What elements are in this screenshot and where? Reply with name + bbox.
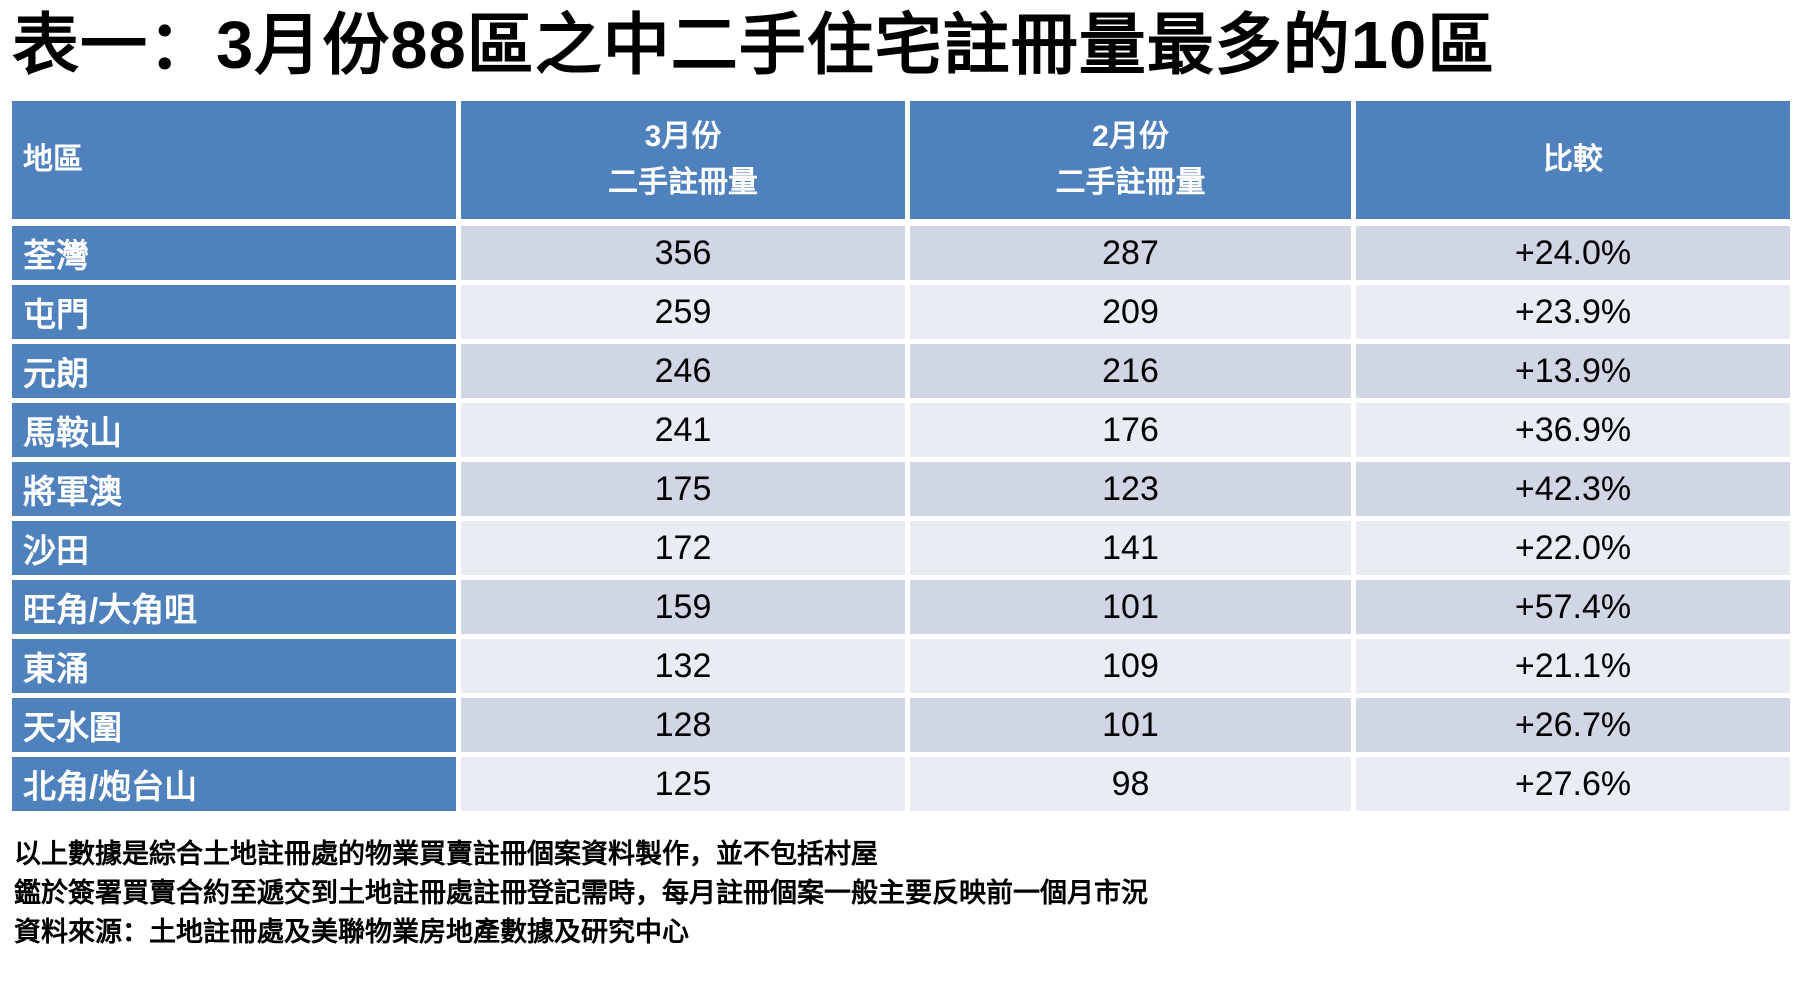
march-value-cell: 241 [461, 403, 905, 457]
march-value-cell: 175 [461, 462, 905, 516]
change-cell: +23.9% [1356, 285, 1790, 339]
district-cell: 沙田 [12, 521, 456, 575]
page-title: 表一：3月份88區之中二手住宅註冊量最多的10區 [12, 8, 1496, 83]
table-row: 荃灣 356 287 +24.0% [12, 226, 1790, 280]
february-value-cell: 209 [910, 285, 1351, 339]
table-header-row: 地區 3月份 二手註冊量 2月份 二手註冊量 比較 [12, 101, 1790, 219]
change-cell: +22.0% [1356, 521, 1790, 575]
march-value-cell: 128 [461, 698, 905, 752]
february-value-cell: 101 [910, 698, 1351, 752]
change-cell: +26.7% [1356, 698, 1790, 752]
column-header-district: 地區 [12, 101, 456, 219]
district-cell: 旺角/大角咀 [12, 580, 456, 634]
march-value-cell: 172 [461, 521, 905, 575]
february-value-cell: 98 [910, 757, 1351, 811]
table-row: 天水圍 128 101 +26.7% [12, 698, 1790, 752]
change-cell: +24.0% [1356, 226, 1790, 280]
table-row: 元朗 246 216 +13.9% [12, 344, 1790, 398]
column-header-compare: 比較 [1356, 101, 1790, 219]
change-cell: +42.3% [1356, 462, 1790, 516]
february-value-cell: 141 [910, 521, 1351, 575]
march-value-cell: 159 [461, 580, 905, 634]
page: 表一：3月份88區之中二手住宅註冊量最多的10區 地區 3月份 二手註冊量 2月… [12, 8, 1790, 952]
column-header-march-line2: 二手註冊量 [608, 166, 758, 199]
change-cell: +13.9% [1356, 344, 1790, 398]
district-cell: 將軍澳 [12, 462, 456, 516]
district-cell: 天水圍 [12, 698, 456, 752]
change-cell: +21.1% [1356, 639, 1790, 693]
change-cell: +57.4% [1356, 580, 1790, 634]
column-header-compare-label: 比較 [1543, 142, 1603, 176]
footnotes: 以上數據是綜合土地註冊處的物業買賣註冊個案資料製作，並不包括村屋 鑑於簽署買賣合… [12, 835, 1784, 952]
february-value-cell: 123 [910, 462, 1351, 516]
footnote-line: 鑑於簽署買賣合約至遞交到土地註冊處註冊登記需時，每月註冊個案一般主要反映前一個月… [14, 878, 1148, 908]
district-cell: 北角/炮台山 [12, 757, 456, 811]
district-cell: 屯門 [12, 285, 456, 339]
change-cell: +36.9% [1356, 403, 1790, 457]
march-value-cell: 125 [461, 757, 905, 811]
district-cell: 荃灣 [12, 226, 456, 280]
february-value-cell: 101 [910, 580, 1351, 634]
march-value-cell: 246 [461, 344, 905, 398]
table-row: 屯門 259 209 +23.9% [12, 285, 1790, 339]
column-header-march: 3月份 二手註冊量 [461, 101, 905, 219]
table-row: 東涌 132 109 +21.1% [12, 639, 1790, 693]
march-value-cell: 356 [461, 226, 905, 280]
column-header-february: 2月份 二手註冊量 [910, 101, 1351, 219]
district-cell: 馬鞍山 [12, 403, 456, 457]
february-value-cell: 287 [910, 226, 1351, 280]
footnote-line: 資料來源：土地註冊處及美聯物業房地產數據及研究中心 [14, 917, 689, 947]
march-value-cell: 259 [461, 285, 905, 339]
february-value-cell: 176 [910, 403, 1351, 457]
change-cell: +27.6% [1356, 757, 1790, 811]
column-header-district-label: 地區 [23, 142, 83, 176]
registrations-table: 地區 3月份 二手註冊量 2月份 二手註冊量 比較 荃灣 356 287 +24… [12, 101, 1790, 811]
table-row: 馬鞍山 241 176 +36.9% [12, 403, 1790, 457]
table-row: 沙田 172 141 +22.0% [12, 521, 1790, 575]
february-value-cell: 109 [910, 639, 1351, 693]
february-value-cell: 216 [910, 344, 1351, 398]
column-header-march-line1: 3月份 [644, 119, 722, 153]
column-header-february-line2: 二手註冊量 [1055, 166, 1206, 199]
footnote-line: 以上數據是綜合土地註冊處的物業買賣註冊個案資料製作，並不包括村屋 [14, 839, 878, 869]
district-cell: 東涌 [12, 639, 456, 693]
column-header-february-line1: 2月份 [1092, 119, 1169, 153]
table-row: 旺角/大角咀 159 101 +57.4% [12, 580, 1790, 634]
table-row: 將軍澳 175 123 +42.3% [12, 462, 1790, 516]
table-row: 北角/炮台山 125 98 +27.6% [12, 757, 1790, 811]
march-value-cell: 132 [461, 639, 905, 693]
district-cell: 元朗 [12, 344, 456, 398]
